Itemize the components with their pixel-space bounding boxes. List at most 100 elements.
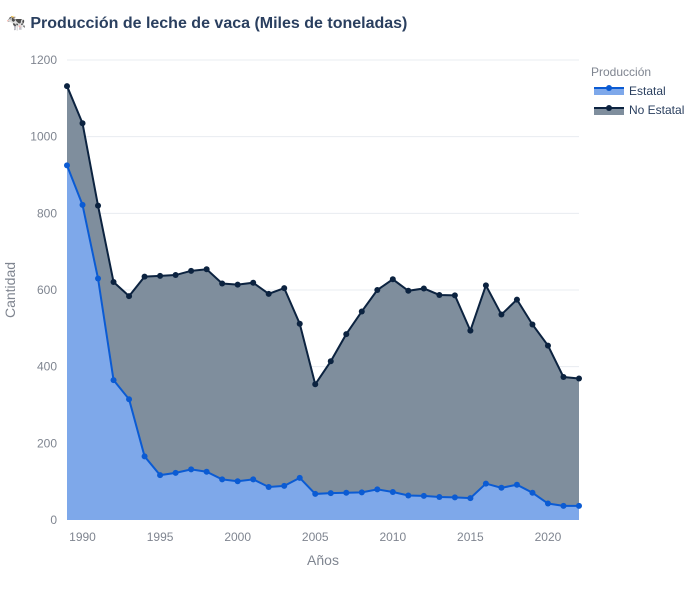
legend-item-estatal[interactable]: Estatal — [594, 84, 666, 98]
x-tick-label: 2000 — [224, 530, 251, 544]
data-point-no-estatal[interactable] — [312, 381, 319, 388]
data-point-no-estatal[interactable] — [358, 308, 365, 315]
data-point-estatal[interactable] — [95, 275, 102, 282]
data-point-no-estatal[interactable] — [296, 320, 303, 327]
data-point-no-estatal[interactable] — [467, 327, 474, 334]
data-point-no-estatal[interactable] — [405, 287, 412, 294]
data-point-estatal[interactable] — [389, 489, 396, 496]
data-point-no-estatal[interactable] — [529, 321, 536, 328]
data-point-no-estatal[interactable] — [436, 291, 443, 298]
y-tick-label: 1200 — [30, 53, 57, 67]
data-point-estatal[interactable] — [265, 484, 272, 491]
legend[interactable]: Producción Estatal No Estatal — [591, 65, 684, 117]
data-point-no-estatal[interactable] — [250, 279, 257, 286]
legend-label-estatal: Estatal — [629, 84, 666, 98]
data-point-no-estatal[interactable] — [560, 374, 567, 381]
data-point-no-estatal[interactable] — [188, 267, 195, 274]
data-point-no-estatal[interactable] — [343, 331, 350, 338]
point-layer[interactable] — [64, 83, 582, 509]
x-tick-label: 2015 — [457, 530, 484, 544]
y-tick-label: 200 — [37, 436, 57, 450]
data-point-estatal[interactable] — [374, 486, 381, 493]
data-point-estatal[interactable] — [250, 476, 257, 483]
y-tick-label: 800 — [37, 206, 57, 220]
data-point-estatal[interactable] — [203, 468, 210, 475]
data-point-estatal[interactable] — [327, 490, 334, 497]
data-point-no-estatal[interactable] — [110, 278, 117, 285]
x-tick-label: 2005 — [302, 530, 329, 544]
data-point-no-estatal[interactable] — [141, 273, 148, 280]
data-point-no-estatal[interactable] — [281, 285, 288, 292]
data-point-estatal[interactable] — [436, 494, 443, 500]
data-point-estatal[interactable] — [141, 453, 148, 460]
data-point-estatal[interactable] — [560, 502, 567, 509]
area-estatal — [67, 165, 579, 520]
x-tick-label: 1990 — [69, 530, 96, 544]
data-point-no-estatal[interactable] — [513, 296, 520, 303]
data-point-no-estatal[interactable] — [234, 281, 241, 288]
series-line-estatal — [66, 165, 579, 507]
data-point-no-estatal[interactable] — [389, 276, 396, 283]
data-point-estatal[interactable] — [529, 489, 536, 496]
data-point-estatal[interactable] — [296, 474, 303, 481]
data-point-estatal[interactable] — [79, 201, 86, 208]
y-tick-label: 600 — [37, 283, 57, 297]
data-point-estatal[interactable] — [110, 377, 117, 384]
data-point-estatal[interactable] — [420, 492, 427, 499]
data-point-estatal[interactable] — [467, 495, 474, 502]
data-point-estatal[interactable] — [157, 472, 164, 479]
data-point-no-estatal[interactable] — [451, 292, 458, 299]
data-point-estatal[interactable] — [312, 490, 319, 497]
data-point-estatal[interactable] — [281, 482, 288, 489]
x-tick-label: 2010 — [379, 530, 406, 544]
legend-marker-no-estatal — [606, 105, 612, 111]
data-point-no-estatal[interactable] — [482, 282, 489, 289]
data-point-no-estatal[interactable] — [203, 266, 210, 273]
data-point-estatal[interactable] — [343, 489, 350, 496]
legend-item-no-estatal[interactable]: No Estatal — [594, 103, 684, 117]
data-point-no-estatal[interactable] — [172, 272, 179, 279]
data-point-estatal[interactable] — [513, 481, 520, 488]
data-point-no-estatal[interactable] — [126, 293, 133, 300]
data-point-no-estatal[interactable] — [544, 342, 551, 349]
data-point-no-estatal[interactable] — [219, 280, 226, 287]
data-point-no-estatal[interactable] — [327, 358, 334, 365]
data-point-no-estatal[interactable] — [420, 285, 427, 292]
legend-title: Producción — [591, 65, 651, 79]
legend-swatch-no-estatal — [594, 108, 624, 115]
data-point-estatal[interactable] — [172, 469, 179, 476]
data-point-estatal[interactable] — [451, 494, 458, 501]
data-point-no-estatal[interactable] — [79, 120, 86, 127]
data-point-no-estatal[interactable] — [95, 202, 102, 209]
data-point-estatal[interactable] — [64, 162, 70, 169]
series-line-no-estatal — [66, 85, 580, 387]
data-point-estatal[interactable] — [576, 502, 582, 509]
data-point-no-estatal[interactable] — [498, 311, 505, 318]
data-point-estatal[interactable] — [544, 500, 551, 507]
data-point-estatal[interactable] — [498, 484, 505, 491]
data-point-estatal[interactable] — [482, 480, 489, 487]
legend-marker-estatal — [606, 85, 612, 91]
data-point-no-estatal[interactable] — [265, 290, 272, 297]
data-point-estatal[interactable] — [405, 492, 412, 499]
area-no-estatal — [67, 86, 579, 506]
area-layer — [67, 86, 579, 520]
data-point-no-estatal[interactable] — [374, 287, 381, 293]
y-axis-title: Cantidad — [2, 262, 18, 318]
data-point-estatal[interactable] — [126, 396, 133, 403]
data-point-estatal[interactable] — [188, 466, 195, 473]
data-point-estatal[interactable] — [219, 476, 226, 483]
data-point-no-estatal[interactable] — [576, 375, 582, 382]
data-point-no-estatal[interactable] — [64, 83, 70, 90]
legend-label-no-estatal: No Estatal — [629, 103, 684, 117]
chart-title: 🐄 Producción de leche de vaca (Miles de … — [6, 15, 408, 32]
tick-layer: 0 200 400 600 800 1000 1200 1990 1995 2000 2005 201… — [30, 53, 561, 544]
data-point-estatal[interactable] — [234, 478, 241, 485]
y-tick-label: 400 — [37, 360, 57, 374]
y-tick-label: 1000 — [30, 130, 57, 144]
x-tick-label: 1995 — [147, 530, 174, 544]
data-point-estatal[interactable] — [358, 489, 365, 496]
data-point-no-estatal[interactable] — [157, 272, 164, 279]
x-axis-title: Años — [307, 552, 339, 568]
